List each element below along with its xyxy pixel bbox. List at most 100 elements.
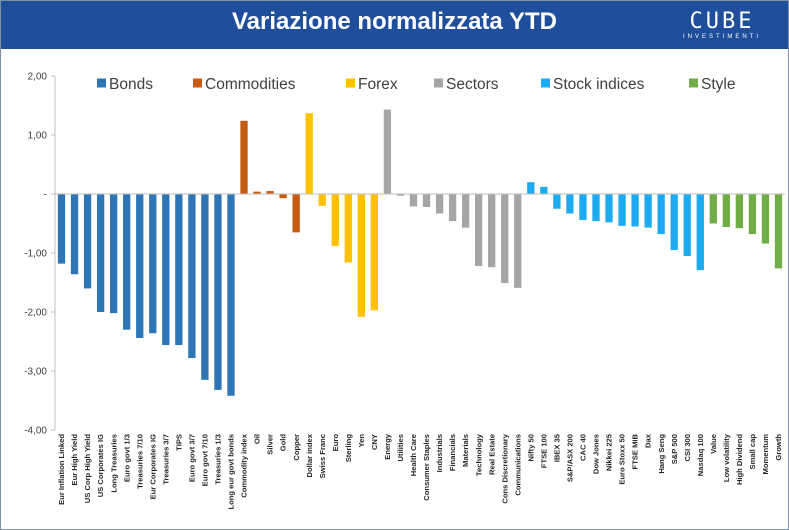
x-tick-label: Commodity index	[240, 433, 249, 497]
bar	[566, 194, 574, 214]
legend-label: Stock indices	[553, 76, 645, 93]
x-tick-label: Yen	[357, 434, 366, 448]
x-tick-label: Materials	[461, 434, 470, 467]
legend-swatch	[346, 78, 355, 88]
bar	[123, 194, 131, 330]
x-tick-label: IBEX 35	[552, 433, 561, 462]
bar	[605, 194, 613, 223]
bar	[435, 194, 444, 214]
x-tick-label: Energy	[383, 433, 392, 460]
bar	[70, 194, 79, 275]
bar	[774, 194, 783, 269]
x-tick-label: Treasuries 3/7	[161, 434, 170, 485]
bar	[357, 194, 365, 317]
bar	[409, 194, 418, 207]
x-tick-label: Copper	[292, 434, 301, 461]
chart-title: Variazione normalizzata YTD	[232, 8, 557, 35]
x-tick-label: Small cap	[748, 434, 757, 470]
x-tick-label: Low volatility	[722, 433, 731, 482]
bar	[331, 194, 339, 246]
x-tick-label: S&P/ASX 200	[566, 434, 575, 482]
bar	[514, 194, 522, 288]
x-tick-label: Momentum	[761, 434, 770, 475]
x-tick-label: Eur High Yield	[70, 434, 79, 486]
bar	[709, 194, 717, 224]
x-tick-label: Industrials	[435, 434, 444, 472]
y-tick-label: -3,00	[24, 367, 47, 378]
bar	[136, 194, 144, 338]
legend-label: Forex	[358, 76, 398, 93]
bar	[553, 194, 561, 209]
logo-wordmark: CUBE	[689, 9, 755, 34]
bar	[149, 194, 157, 334]
bar	[761, 194, 770, 244]
legend-swatch	[193, 78, 202, 88]
legend: Bonds Commodities Forex Sectors Stock indice…	[97, 76, 735, 93]
bar	[475, 194, 483, 266]
bar	[57, 194, 66, 264]
bar	[722, 194, 730, 228]
legend-swatch	[434, 78, 443, 88]
x-tick-label: High Dividend	[735, 434, 744, 485]
bar	[344, 194, 352, 263]
bar	[266, 191, 274, 194]
bar	[448, 194, 457, 222]
x-tick-label: Euro govt 1/3	[122, 434, 131, 482]
x-tick-label: Silver	[266, 434, 275, 455]
bar	[683, 194, 691, 256]
bar	[227, 194, 235, 396]
bar	[592, 194, 600, 222]
bar-chart: 2,00 1,00 - -1,00 -2,00 -3,00 -4,00 Eur Inflati…	[24, 72, 785, 510]
x-tick-label: Long eur govt bonds	[227, 434, 236, 510]
legend-swatch	[97, 78, 106, 88]
x-tick-label: Real Estate	[487, 434, 496, 475]
x-tick-label: FTSE MIB	[631, 433, 640, 469]
x-tick-label: TIPS	[174, 434, 183, 451]
x-tick-label: Nikkei 225	[605, 433, 614, 471]
bar	[96, 194, 105, 312]
x-tick-label: Eur Inflation Linked	[57, 434, 66, 505]
legend-swatch	[689, 78, 698, 88]
bar	[201, 194, 209, 380]
y-tick-label: -1,00	[24, 249, 47, 260]
bar	[188, 194, 196, 359]
x-tick-label: Treasuries 7/10	[135, 434, 144, 489]
y-tick-label: 1,00	[28, 131, 48, 142]
bar	[214, 194, 222, 390]
bar	[253, 191, 261, 194]
y-tick-label: -2,00	[24, 308, 47, 319]
bar	[644, 194, 652, 228]
bar	[292, 194, 300, 233]
bar	[370, 194, 379, 311]
x-tick-label: Nasdaq 100	[696, 434, 705, 476]
bar	[279, 194, 287, 199]
logo-subtext: INVESTIMENTI	[682, 34, 761, 40]
y-tick-label: -4,00	[24, 426, 47, 437]
x-tick-label: Utilities	[396, 434, 405, 461]
legend-swatch	[541, 78, 550, 88]
x-tick-label: Euro govt 3/7	[187, 434, 196, 482]
bar	[488, 194, 496, 268]
x-tick-label: US Corp High Yield	[83, 434, 92, 504]
y-tick-label: -	[44, 190, 47, 201]
x-tick-label: Euro Stoxx 50	[618, 434, 627, 485]
bar	[318, 194, 326, 206]
bar	[422, 194, 431, 207]
bar	[735, 194, 744, 229]
bar	[579, 194, 587, 220]
bar	[383, 109, 392, 194]
x-tick-label: Swiss Franc	[318, 434, 327, 478]
bar	[83, 194, 92, 289]
legend-label: Style	[701, 76, 735, 93]
bar	[618, 194, 626, 226]
legend-label: Bonds	[109, 76, 153, 93]
bar	[396, 194, 405, 196]
bar	[162, 194, 170, 346]
x-tick-label: Long Treasuries	[109, 434, 118, 493]
x-tick-label: Dollar index	[305, 433, 314, 477]
x-tick-label: Euro	[331, 434, 340, 452]
x-tick-label: CSI 300	[683, 434, 692, 461]
x-tick-label: Hang Seng	[657, 434, 666, 474]
bar	[696, 194, 704, 271]
